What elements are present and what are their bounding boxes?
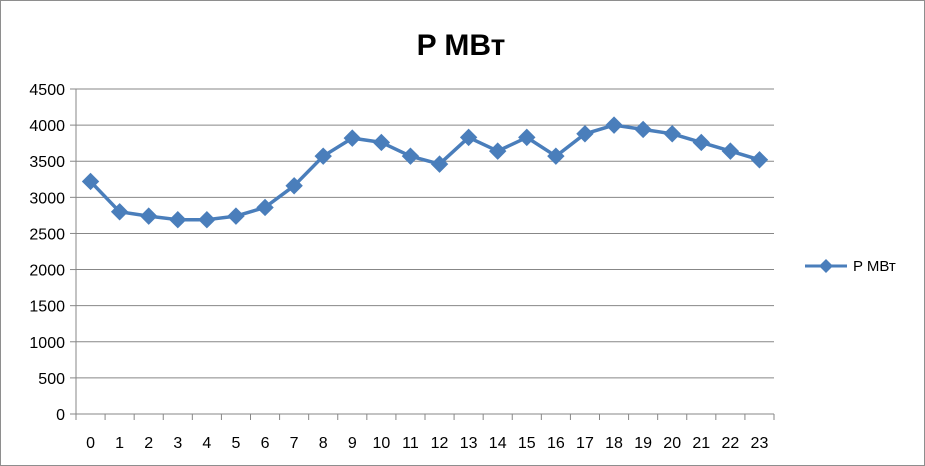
x-tick-label: 18 [605,435,623,452]
y-tick-label: 500 [38,371,65,388]
y-tick-label: 3500 [29,154,65,171]
y-tick-label: 1000 [29,335,65,352]
data-point-marker [110,203,129,221]
y-tick-label: 4500 [29,82,65,99]
series-line-group [81,116,769,229]
gridlines [76,88,774,379]
x-tick-label: 22 [721,435,739,452]
data-point-marker [227,207,245,225]
data-point-marker [750,151,769,169]
data-point-marker [459,128,478,147]
axes [70,88,775,420]
x-tick-label: 11 [402,435,419,452]
data-point-marker [576,125,594,143]
data-point-marker [285,177,303,195]
y-tick-label: 4000 [29,118,65,135]
x-tick-label: 7 [290,435,299,452]
y-tick-label: 3000 [29,190,65,207]
data-point-marker [430,155,449,173]
x-tick-label: 17 [576,435,594,452]
y-tick-label: 2500 [29,226,65,243]
x-tick-label: 5 [232,435,241,452]
data-point-marker [343,129,361,147]
y-tick-label: 1500 [29,299,65,316]
data-point-marker [81,172,100,191]
x-tick-label: 9 [348,435,357,452]
data-point-marker [663,125,681,143]
data-point-marker [401,147,420,165]
data-point-marker [721,142,740,160]
data-point-marker [547,147,565,165]
x-tick-label: 1 [115,435,124,452]
x-tick-label: 12 [431,435,449,452]
x-tick-label: 15 [518,435,536,452]
x-tick-label: 19 [634,435,652,452]
data-point-marker [198,211,216,229]
chart-title: P МВт [417,29,506,62]
y-tick-labels: 0 500 1000 1500 2000 2500 3000 3500 4000 4500 [29,82,65,424]
x-tick-label: 23 [751,435,769,452]
x-tick-label: 21 [692,435,710,452]
data-point-marker [634,120,652,139]
x-tick-label: 4 [202,435,211,452]
data-point-marker [489,142,507,160]
x-tick-label: 0 [86,435,95,452]
x-tick-label: 20 [663,435,681,452]
legend: P МВт [805,258,896,275]
x-tick-label: 16 [547,435,565,452]
legend-label: P МВт [853,258,896,275]
x-tick-label: 14 [489,435,507,452]
x-tick-label: 13 [460,435,478,452]
data-point-marker [692,133,710,152]
data-point-marker [256,198,274,217]
x-tick-label: 6 [261,435,270,452]
x-tick-label: 8 [319,435,328,452]
data-point-marker [372,133,391,152]
legend-marker [819,259,833,273]
x-tick-label: 10 [372,435,390,452]
x-tick-labels: 0 1 2 3 4 5 6 7 8 9 10 11 12 13 14 15 16 17 18 19 20 21 22 23 [86,435,768,452]
data-point-marker [140,207,158,225]
data-point-marker [169,211,187,229]
y-tick-label: 0 [56,407,65,424]
series-line [89,123,761,222]
x-tick-label: 2 [144,435,153,452]
y-tick-label: 2000 [29,263,65,280]
data-point-marker [605,116,623,134]
data-point-marker [314,147,332,165]
x-tick-label: 3 [173,435,182,452]
data-point-marker [518,128,536,147]
